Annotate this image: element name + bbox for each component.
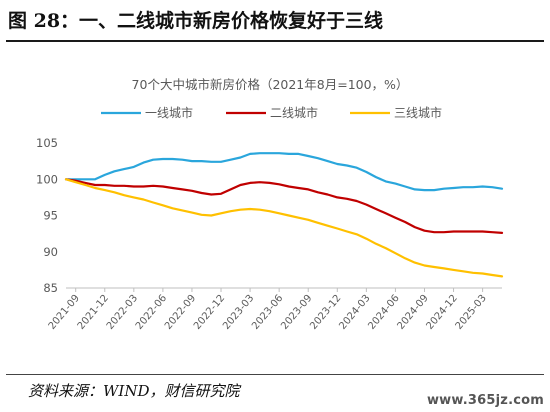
legend-label-2: 二线城市 <box>270 105 318 120</box>
y-tick-label: 95 <box>43 209 58 223</box>
y-tick-label: 90 <box>43 245 58 259</box>
y-tick-label: 85 <box>43 281 58 295</box>
legend-label-3: 三线城市 <box>394 105 442 120</box>
line-chart: 70个大中城市新房价格（2021年8月=100，%） 一线城市 二线城市 三线城市 … <box>36 77 504 332</box>
y-tick-label: 105 <box>36 136 58 150</box>
series-line-2 <box>64 178 504 234</box>
figure-title: 图 28：一、二线城市新房价格恢复好于三线 <box>8 10 384 32</box>
series-line-1 <box>64 152 504 192</box>
series-line-3 <box>64 178 504 278</box>
chart-legend: 一线城市 二线城市 三线城市 <box>101 105 442 120</box>
watermark: www.365jz.com <box>426 393 544 408</box>
chart-axes: 8590951001052021-092021-122022-032022-06… <box>36 136 502 332</box>
chart-plot-area <box>64 152 504 278</box>
y-tick-label: 100 <box>36 172 58 186</box>
footer-divider <box>6 374 544 375</box>
source-note: 资料来源：WIND，财信研究院 <box>28 382 240 400</box>
legend-label-1: 一线城市 <box>145 105 193 120</box>
chart-title: 70个大中城市新房价格（2021年8月=100，%） <box>132 77 409 92</box>
title-divider <box>6 40 544 42</box>
x-tick-label: 2025-03 <box>454 293 489 332</box>
